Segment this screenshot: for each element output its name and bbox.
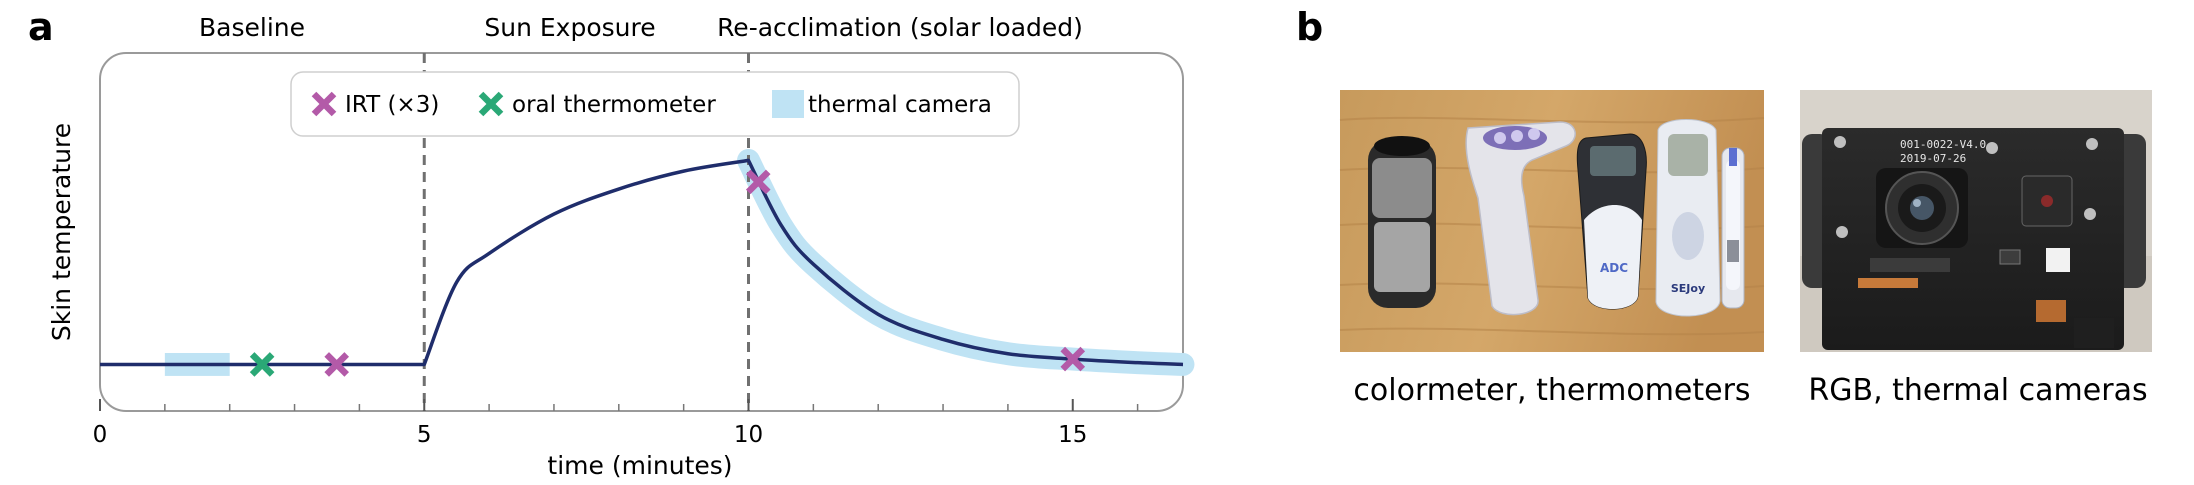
caption-left: colormeter, thermometers	[1353, 373, 1750, 408]
legend-box	[290, 71, 1020, 137]
panel-a-letter: a	[28, 5, 54, 49]
x-tick-label-0: 0	[93, 422, 108, 448]
phase-label-sun-exposure: Sun Exposure	[484, 13, 655, 42]
board-label-date: 2019-07-26	[1900, 152, 1966, 165]
x-tick-label-2: 10	[734, 422, 763, 448]
photo-colorimeter-thermometers: ADC SEJoy	[1339, 90, 1765, 352]
gun-thermometer	[1465, 121, 1576, 316]
x-tick-label-3: 15	[1058, 422, 1087, 448]
irt-point-0-stroke-b	[324, 352, 350, 377]
y-axis-label: Skin temperature	[47, 123, 76, 341]
adc-label: ADC	[1600, 261, 1628, 275]
phase-label-baseline: Baseline	[199, 13, 305, 42]
rgb-camera-lens	[1876, 168, 1968, 248]
panel-b-letter: b	[1296, 5, 1323, 49]
caption-right: RGB, thermal cameras	[1808, 373, 2147, 408]
sejoy-label: SEJoy	[1671, 282, 1705, 295]
oral-point-0	[249, 352, 275, 377]
colorimeter-device	[1368, 136, 1436, 308]
camera-board	[1822, 128, 2124, 350]
legend-irt-marker	[311, 91, 337, 117]
irt-point-2-stroke-b	[1060, 346, 1086, 372]
photo-rgb-thermal-cameras: 001-0022-V4.0 2019-07-26	[1800, 90, 2152, 352]
x-tick-group: 0 5 10 15	[93, 399, 1139, 448]
legend-oral-label: oral thermometer	[512, 92, 716, 118]
oral-stick-thermometer	[1721, 147, 1745, 309]
thermal-camera-sensor	[2021, 175, 2073, 227]
irt-point-0	[324, 352, 350, 377]
legend: IRT (×3) oral thermometer thermal camera	[290, 71, 1020, 137]
irt-point-1	[745, 169, 771, 195]
board-label-version: 001-0022-V4.0	[1900, 138, 1986, 151]
curve-group	[100, 158, 1184, 367]
skin-temperature-line	[100, 158, 1184, 367]
legend-oral-marker	[478, 91, 504, 117]
x-axis-label: time (minutes)	[547, 451, 732, 480]
phase-label-reacclimation: Re-acclimation (solar loaded)	[717, 13, 1083, 42]
marker-group	[249, 169, 1086, 377]
x-tick-label-1: 5	[417, 422, 432, 448]
irt-point-1-stroke-b	[745, 169, 771, 195]
adc-thermometer: ADC	[1576, 133, 1647, 310]
irt-point-2	[1060, 346, 1086, 372]
legend-irt-label: IRT (×3)	[345, 92, 439, 118]
legend-thermal-label: thermal camera	[808, 92, 992, 118]
legend-thermal-swatch	[772, 90, 804, 118]
sejoy-thermometer: SEJoy	[1655, 119, 1721, 317]
oral-point-0-stroke-b	[249, 352, 275, 377]
